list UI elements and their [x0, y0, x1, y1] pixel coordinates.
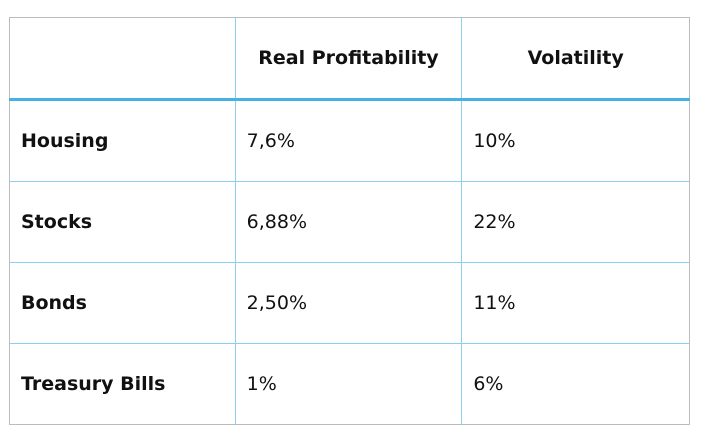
- table-row: Treasury Bills 1% 6%: [9, 343, 690, 425]
- table-row: Stocks 6,88% 22%: [9, 181, 690, 263]
- header-volatility: Volatility: [461, 17, 690, 101]
- asset-comparison-table: Real Profitability Volatility Housing 7,…: [9, 17, 690, 425]
- profitability-cell: 1%: [234, 343, 463, 425]
- header-real-profitability: Real Profitability: [234, 17, 463, 101]
- header-row: Real Profitability Volatility: [9, 17, 690, 101]
- profitability-cell: 7,6%: [234, 99, 463, 182]
- volatility-cell: 22%: [461, 181, 690, 263]
- volatility-cell: 11%: [461, 262, 690, 344]
- asset-name: Treasury Bills: [9, 343, 236, 425]
- volatility-cell: 6%: [461, 343, 690, 425]
- volatility-cell: 10%: [461, 99, 690, 182]
- asset-name: Stocks: [9, 181, 236, 263]
- asset-name: Housing: [9, 99, 236, 182]
- asset-name: Bonds: [9, 262, 236, 344]
- header-empty: [9, 17, 236, 101]
- table-row: Bonds 2,50% 11%: [9, 262, 690, 344]
- profitability-cell: 6,88%: [234, 181, 463, 263]
- table-row: Housing 7,6% 10%: [9, 99, 690, 182]
- profitability-cell: 2,50%: [234, 262, 463, 344]
